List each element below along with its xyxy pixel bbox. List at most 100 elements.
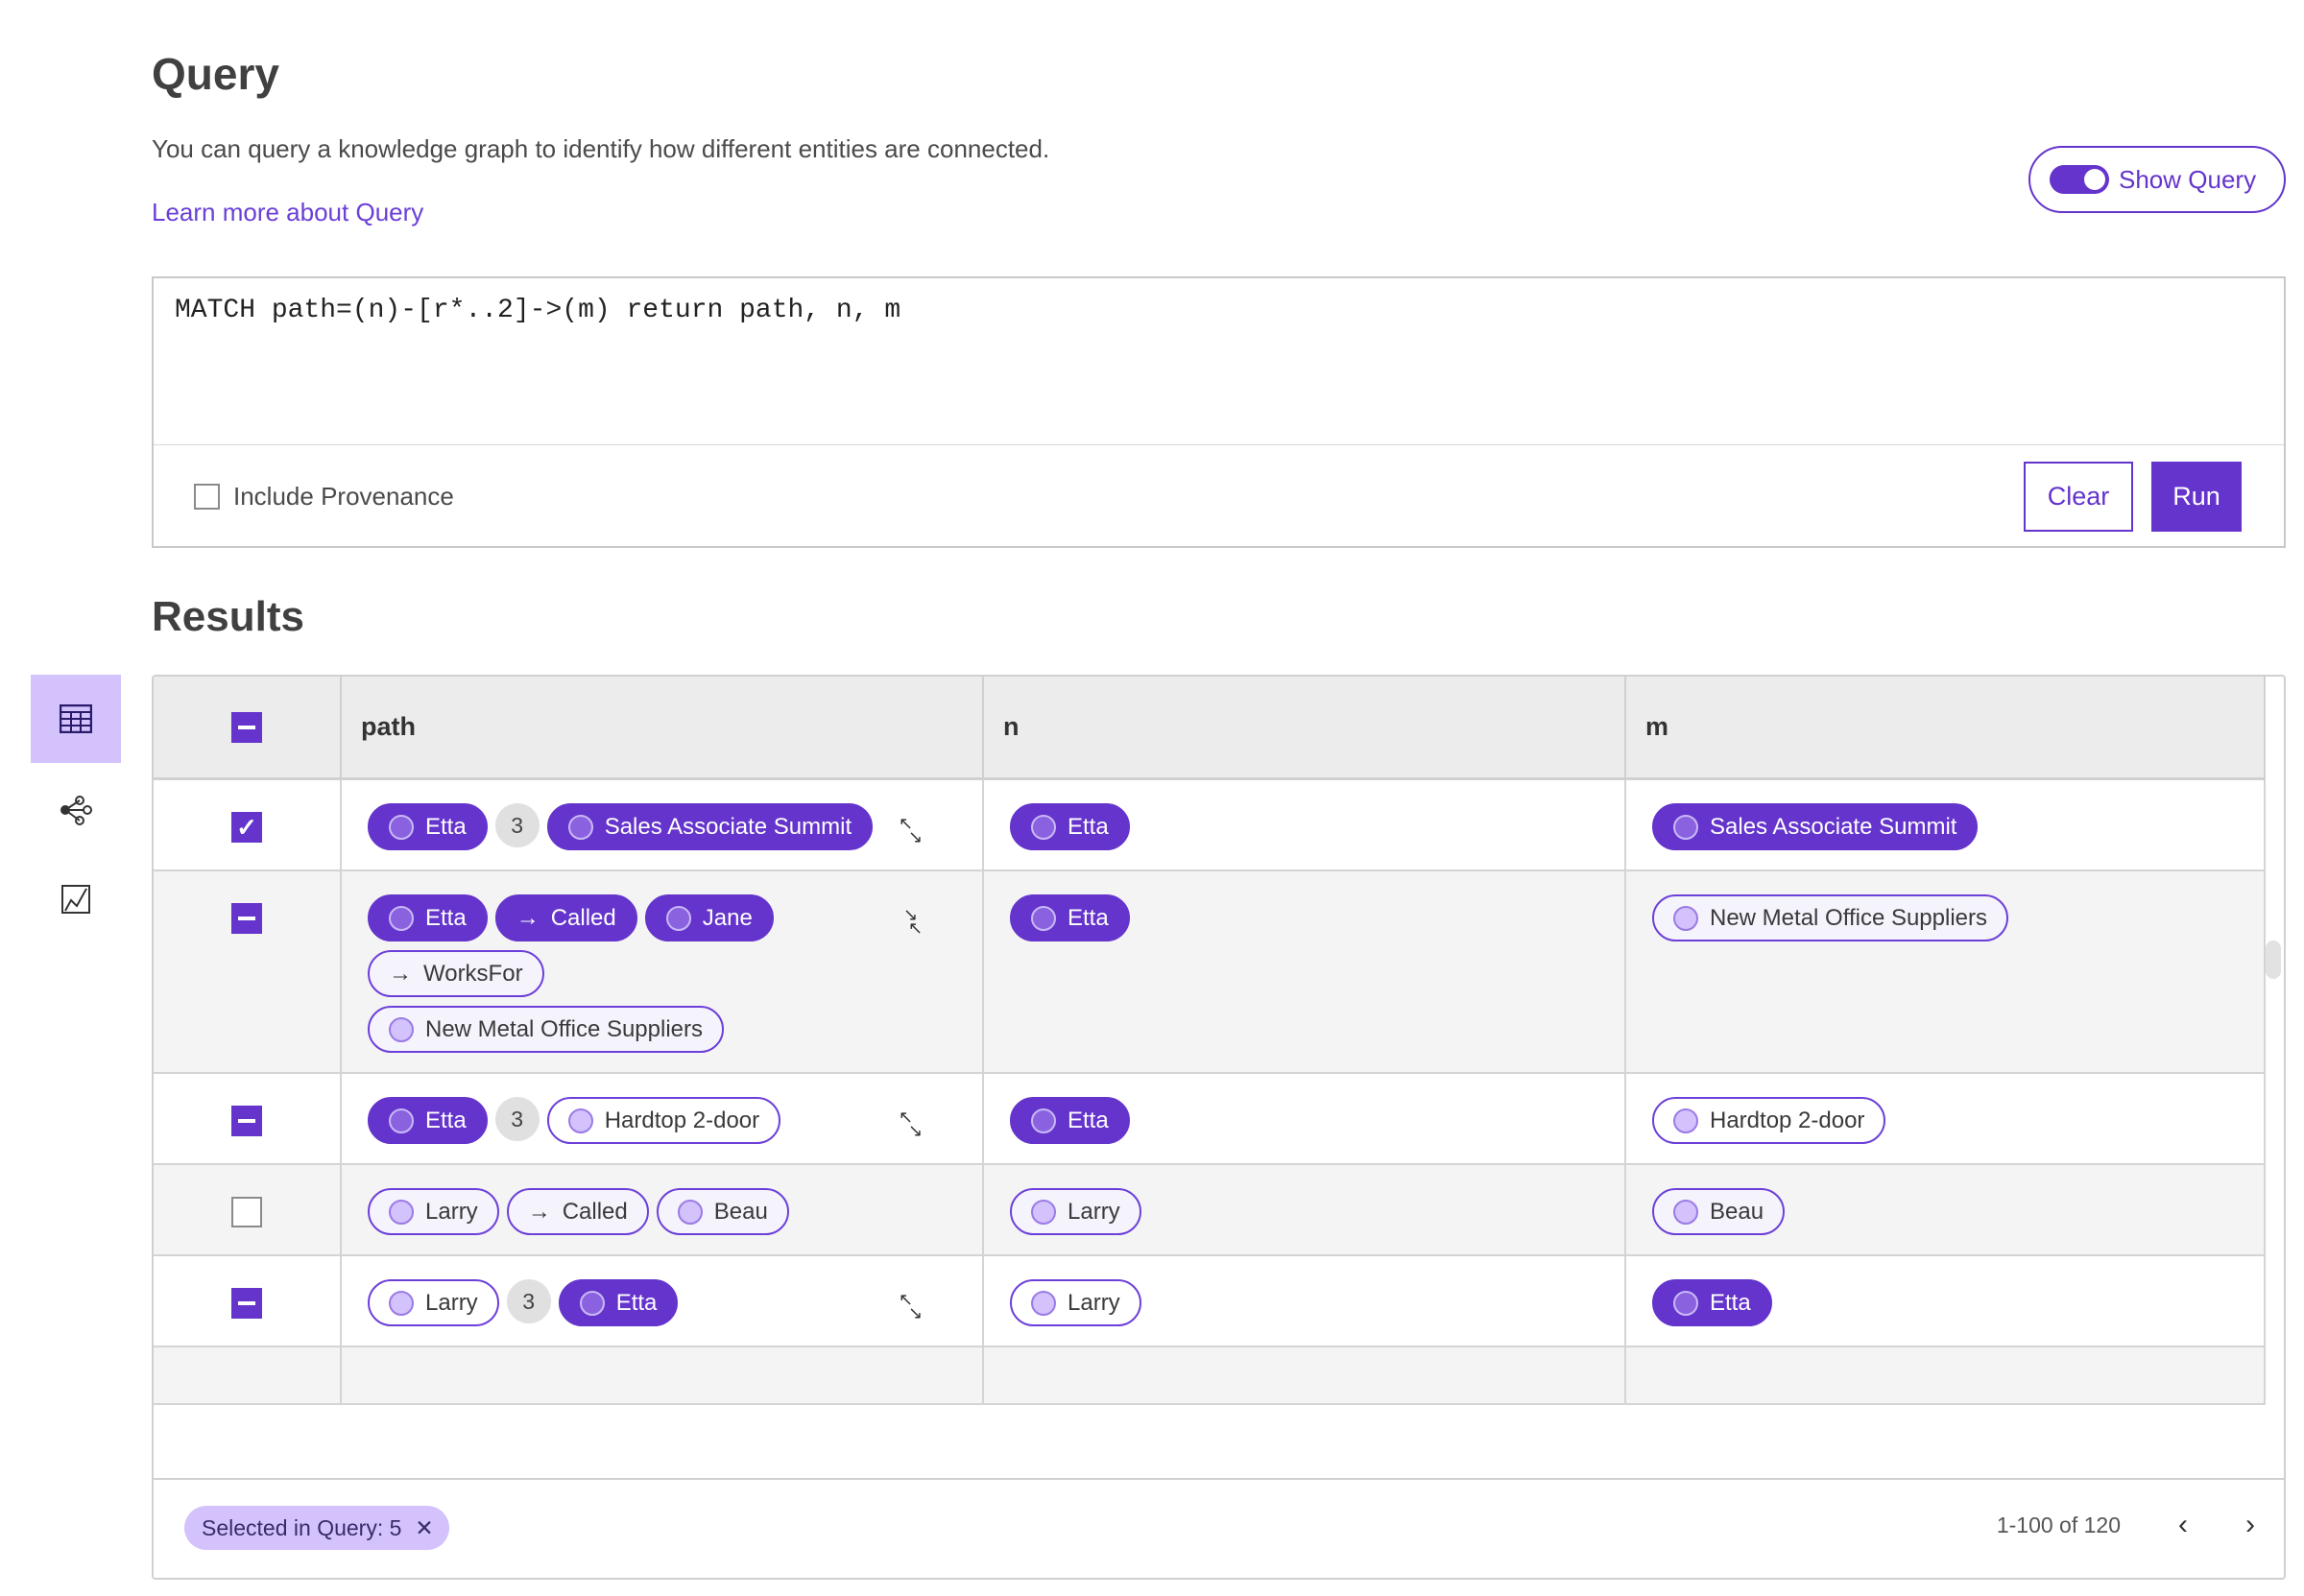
- entity-chip[interactable]: Sales Associate Summit: [1652, 803, 1979, 850]
- entity-chip[interactable]: Etta: [558, 1279, 679, 1326]
- hop-count-badge[interactable]: 3: [506, 1279, 551, 1323]
- entity-chip[interactable]: Etta: [368, 803, 488, 850]
- relationship-chip[interactable]: → Called: [506, 1188, 649, 1235]
- chip-label: Larry: [425, 1289, 478, 1316]
- entity-chip[interactable]: Sales Associate Summit: [546, 803, 874, 850]
- show-query-label: Show Query: [2119, 164, 2257, 194]
- entity-chip[interactable]: Beau: [656, 1188, 789, 1235]
- chip-list: Larry: [1010, 1188, 1548, 1235]
- chip-label: Etta: [425, 904, 467, 931]
- clear-button[interactable]: Clear: [2024, 462, 2133, 532]
- chip-list: Larry: [1010, 1279, 1548, 1326]
- entity-chip[interactable]: Larry: [1010, 1188, 1141, 1235]
- table-row: Larry 3 Etta ↖ ↘ Larry Etta: [154, 1256, 2266, 1347]
- chip-label: New Metal Office Suppliers: [1710, 904, 1988, 931]
- entity-circle-icon: [1673, 1108, 1698, 1133]
- chip-label: Hardtop 2-door: [1710, 1107, 1865, 1133]
- chip-list: Etta → Called Jane → WorksFor New Metal Office…: [368, 894, 905, 1053]
- chart-view-button[interactable]: [31, 855, 121, 943]
- row-checkbox[interactable]: [231, 903, 262, 934]
- toggle-switch-icon[interactable]: [2050, 165, 2109, 194]
- entity-chip[interactable]: Etta: [368, 894, 488, 941]
- entity-chip[interactable]: Larry: [1010, 1279, 1141, 1326]
- entity-chip[interactable]: Hardtop 2-door: [1652, 1097, 1886, 1144]
- row-checkbox[interactable]: [231, 812, 262, 843]
- chevron-left-icon[interactable]: ‹: [2178, 1509, 2188, 1540]
- entity-chip[interactable]: New Metal Office Suppliers: [368, 1006, 725, 1053]
- entity-chip[interactable]: Larry: [368, 1188, 499, 1235]
- entity-chip[interactable]: Jane: [644, 894, 774, 941]
- chip-label: Hardtop 2-door: [604, 1107, 760, 1133]
- column-header-n[interactable]: n: [984, 677, 1626, 777]
- entity-circle-icon: [1031, 1290, 1056, 1316]
- select-cell: [154, 1165, 342, 1254]
- table-row: Larry → Called Beau Larry Beau: [154, 1165, 2266, 1256]
- entity-chip[interactable]: Beau: [1652, 1188, 1786, 1235]
- chevron-right-icon[interactable]: ›: [2245, 1509, 2255, 1540]
- hop-count-badge[interactable]: 3: [494, 1097, 540, 1141]
- select-all-checkbox[interactable]: [231, 711, 262, 743]
- entity-chip[interactable]: Etta: [1010, 1097, 1130, 1144]
- entity-circle-icon: [389, 1016, 414, 1042]
- cell-path: Etta 3 Sales Associate Summit ↖ ↘: [342, 780, 984, 869]
- table-icon: [60, 704, 92, 733]
- close-icon[interactable]: ✕: [415, 1514, 434, 1540]
- selected-in-query-chip[interactable]: Selected in Query: 5 ✕: [184, 1506, 449, 1550]
- relationship-chip[interactable]: → WorksFor: [368, 950, 544, 997]
- cell-n: Larry: [984, 1256, 1626, 1346]
- entity-circle-icon: [1673, 1290, 1698, 1316]
- entity-circle-icon: [1031, 1199, 1056, 1225]
- hop-count-badge[interactable]: 3: [494, 803, 540, 847]
- cell-path: Etta 3 Hardtop 2-door ↖ ↘: [342, 1074, 984, 1163]
- chip-label: Etta: [1710, 1289, 1751, 1316]
- entity-circle-icon: [1673, 1199, 1698, 1225]
- graph-view-button[interactable]: [31, 766, 121, 854]
- entity-chip[interactable]: Larry: [368, 1279, 499, 1326]
- entity-chip[interactable]: Etta: [1652, 1279, 1772, 1326]
- table-view-button[interactable]: [31, 675, 121, 763]
- select-cell: [154, 871, 342, 1072]
- chip-label: Beau: [1710, 1198, 1764, 1225]
- chip-label: Larry: [425, 1198, 478, 1225]
- chip-list: Larry → Called Beau: [368, 1188, 905, 1235]
- entity-circle-icon: [567, 814, 593, 840]
- chip-label: Sales Associate Summit: [604, 813, 852, 840]
- run-button[interactable]: Run: [2151, 462, 2242, 532]
- cell-n: Larry: [984, 1165, 1626, 1254]
- show-query-toggle[interactable]: Show Query: [2028, 146, 2286, 213]
- chip-label: Jane: [702, 904, 753, 931]
- table-row: Etta 3 Hardtop 2-door ↖ ↘ Etta Hardtop 2-door: [154, 1074, 2266, 1165]
- entity-chip[interactable]: Hardtop 2-door: [546, 1097, 781, 1144]
- chip-label: New Metal Office Suppliers: [425, 1015, 704, 1042]
- expand-icon[interactable]: ↖ ↘: [899, 1290, 924, 1322]
- entity-chip[interactable]: Etta: [1010, 803, 1130, 850]
- learn-more-link[interactable]: Learn more about Query: [152, 198, 424, 226]
- chip-label: Etta: [425, 813, 467, 840]
- checkbox-icon[interactable]: [194, 484, 220, 510]
- include-provenance-checkbox[interactable]: Include Provenance: [194, 482, 454, 512]
- row-checkbox[interactable]: [231, 1106, 262, 1136]
- query-input[interactable]: MATCH path=(n)-[r*..2]->(m) return path,…: [154, 278, 2284, 445]
- entity-circle-icon: [389, 1290, 414, 1316]
- entity-chip[interactable]: Etta: [1010, 894, 1130, 941]
- chip-list: Hardtop 2-door: [1652, 1097, 2190, 1144]
- entity-chip[interactable]: New Metal Office Suppliers: [1652, 894, 2009, 941]
- column-header-path[interactable]: path: [342, 677, 984, 777]
- entity-circle-icon: [389, 905, 414, 931]
- row-checkbox[interactable]: [231, 1197, 262, 1227]
- chip-list: Etta: [1652, 1279, 2190, 1326]
- column-header-m[interactable]: m: [1626, 677, 2266, 777]
- entity-circle-icon: [389, 814, 414, 840]
- expand-icon[interactable]: ↖ ↘: [899, 1108, 924, 1140]
- entity-chip[interactable]: Etta: [368, 1097, 488, 1144]
- expand-icon[interactable]: ↖ ↘: [899, 814, 924, 846]
- chip-label: Larry: [1068, 1198, 1120, 1225]
- cell: [342, 1347, 984, 1403]
- chip-label: Called: [562, 1198, 628, 1225]
- relationship-chip[interactable]: → Called: [494, 894, 637, 941]
- table-scrollbar[interactable]: [2266, 941, 2281, 979]
- chip-label: Etta: [1068, 1107, 1109, 1133]
- collapse-icon[interactable]: ↘ ↖: [899, 905, 924, 938]
- results-title: Results: [152, 593, 304, 640]
- row-checkbox[interactable]: [231, 1288, 262, 1319]
